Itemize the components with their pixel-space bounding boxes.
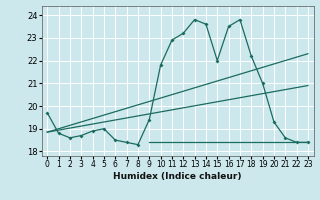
X-axis label: Humidex (Indice chaleur): Humidex (Indice chaleur) xyxy=(113,172,242,181)
